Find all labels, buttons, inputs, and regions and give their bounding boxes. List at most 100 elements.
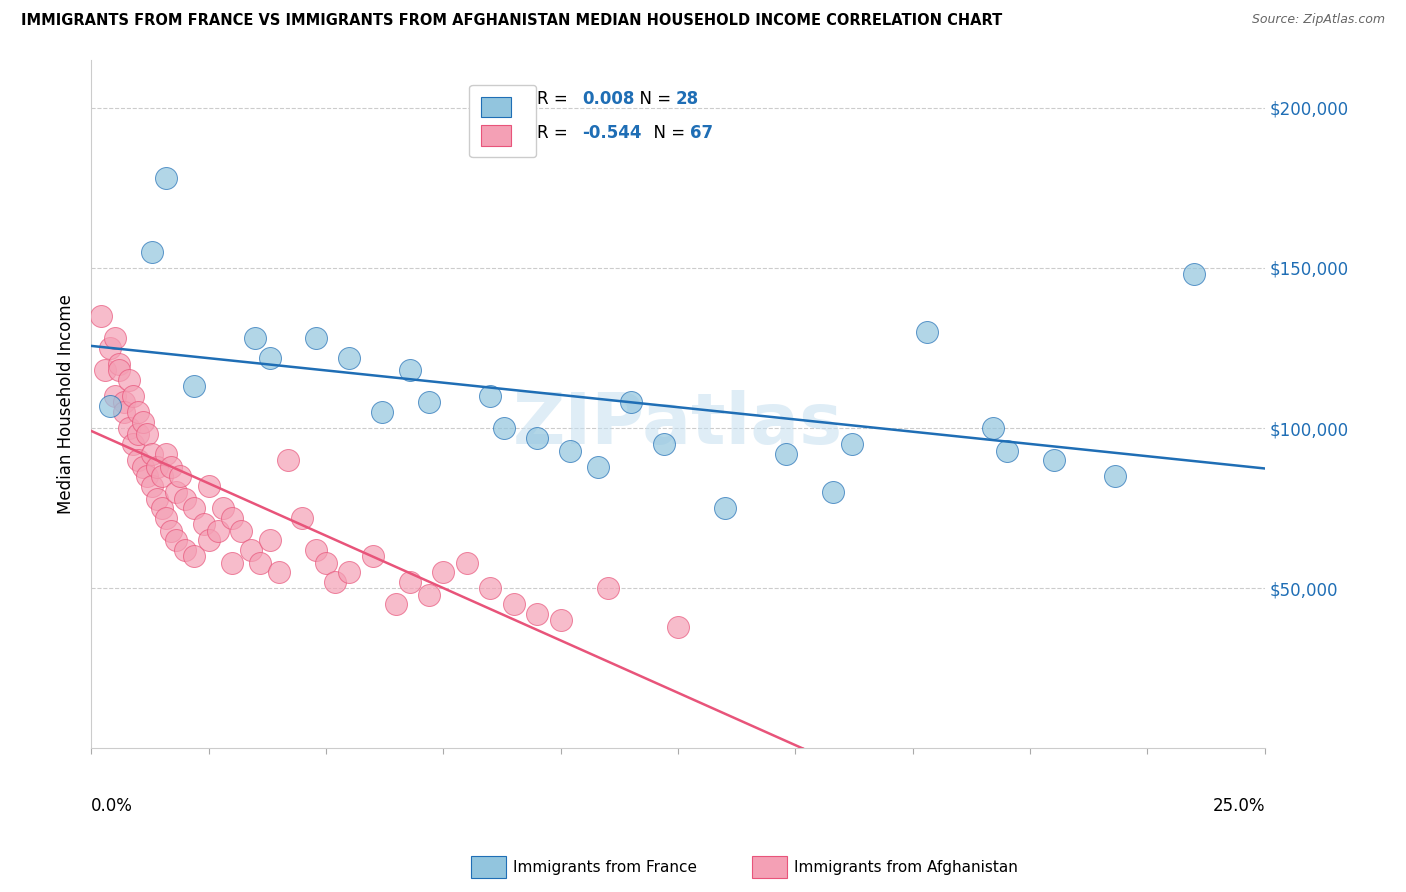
- Point: [165, 485, 187, 500]
- Point: [141, 244, 163, 259]
- Point: [666, 620, 689, 634]
- Text: Immigrants from France: Immigrants from France: [513, 860, 697, 874]
- Text: 28: 28: [676, 90, 699, 108]
- Legend: , : ,: [470, 85, 536, 158]
- Point: [183, 501, 205, 516]
- Point: [197, 533, 219, 548]
- Point: [98, 341, 121, 355]
- Point: [118, 421, 141, 435]
- Point: [118, 373, 141, 387]
- Point: [775, 447, 797, 461]
- Point: [94, 363, 117, 377]
- Point: [245, 331, 267, 345]
- Point: [136, 427, 159, 442]
- Point: [141, 447, 163, 461]
- Point: [207, 524, 229, 538]
- Point: [315, 556, 337, 570]
- Point: [494, 421, 516, 435]
- Point: [169, 469, 191, 483]
- Point: [90, 309, 112, 323]
- Point: [197, 479, 219, 493]
- Point: [714, 501, 737, 516]
- Point: [231, 524, 253, 538]
- Point: [165, 533, 187, 548]
- Point: [586, 459, 609, 474]
- Point: [385, 597, 408, 611]
- Point: [98, 399, 121, 413]
- Point: [221, 510, 243, 524]
- Point: [418, 588, 440, 602]
- Point: [127, 427, 149, 442]
- Point: [418, 395, 440, 409]
- Point: [239, 542, 262, 557]
- Point: [193, 517, 215, 532]
- Point: [155, 171, 177, 186]
- Point: [821, 485, 844, 500]
- Point: [150, 469, 173, 483]
- Point: [277, 453, 299, 467]
- Point: [112, 395, 135, 409]
- Point: [127, 453, 149, 467]
- Point: [526, 607, 548, 621]
- Point: [108, 363, 131, 377]
- Point: [1042, 453, 1064, 467]
- Text: 25.0%: 25.0%: [1212, 797, 1265, 814]
- Point: [108, 357, 131, 371]
- Point: [127, 405, 149, 419]
- Text: N =: N =: [643, 124, 690, 143]
- Point: [150, 501, 173, 516]
- Point: [259, 533, 281, 548]
- Point: [122, 437, 145, 451]
- Text: 0.008: 0.008: [582, 90, 634, 108]
- Text: ZIPatlas: ZIPatlas: [513, 390, 844, 459]
- Point: [211, 501, 233, 516]
- Point: [432, 566, 454, 580]
- Point: [174, 491, 197, 506]
- Text: -0.544: -0.544: [582, 124, 641, 143]
- Point: [259, 351, 281, 365]
- Point: [479, 582, 502, 596]
- Point: [267, 566, 290, 580]
- Point: [221, 556, 243, 570]
- Point: [183, 379, 205, 393]
- Point: [337, 351, 360, 365]
- Point: [122, 389, 145, 403]
- Point: [104, 331, 127, 345]
- Point: [620, 395, 643, 409]
- Point: [596, 582, 619, 596]
- Point: [841, 437, 863, 451]
- Point: [371, 405, 394, 419]
- Point: [361, 549, 384, 564]
- Point: [550, 613, 572, 627]
- Text: R =: R =: [537, 90, 574, 108]
- Text: Source: ZipAtlas.com: Source: ZipAtlas.com: [1251, 13, 1385, 27]
- Point: [502, 597, 524, 611]
- Point: [132, 459, 155, 474]
- Text: IMMIGRANTS FROM FRANCE VS IMMIGRANTS FROM AFGHANISTAN MEDIAN HOUSEHOLD INCOME CO: IMMIGRANTS FROM FRANCE VS IMMIGRANTS FRO…: [21, 13, 1002, 29]
- Point: [323, 574, 346, 589]
- Point: [132, 415, 155, 429]
- Point: [104, 389, 127, 403]
- Point: [291, 510, 314, 524]
- Point: [174, 542, 197, 557]
- Text: Immigrants from Afghanistan: Immigrants from Afghanistan: [794, 860, 1018, 874]
- Point: [981, 421, 1004, 435]
- Point: [479, 389, 502, 403]
- Point: [399, 363, 422, 377]
- Point: [141, 479, 163, 493]
- Point: [136, 469, 159, 483]
- Point: [305, 542, 328, 557]
- Text: 67: 67: [690, 124, 713, 143]
- Point: [652, 437, 675, 451]
- Text: R =: R =: [537, 124, 574, 143]
- Point: [558, 443, 581, 458]
- Point: [1184, 267, 1206, 281]
- Point: [995, 443, 1018, 458]
- Point: [249, 556, 271, 570]
- Point: [155, 510, 177, 524]
- Point: [183, 549, 205, 564]
- Point: [160, 459, 183, 474]
- Point: [305, 331, 328, 345]
- Point: [160, 524, 183, 538]
- Text: N =: N =: [628, 90, 676, 108]
